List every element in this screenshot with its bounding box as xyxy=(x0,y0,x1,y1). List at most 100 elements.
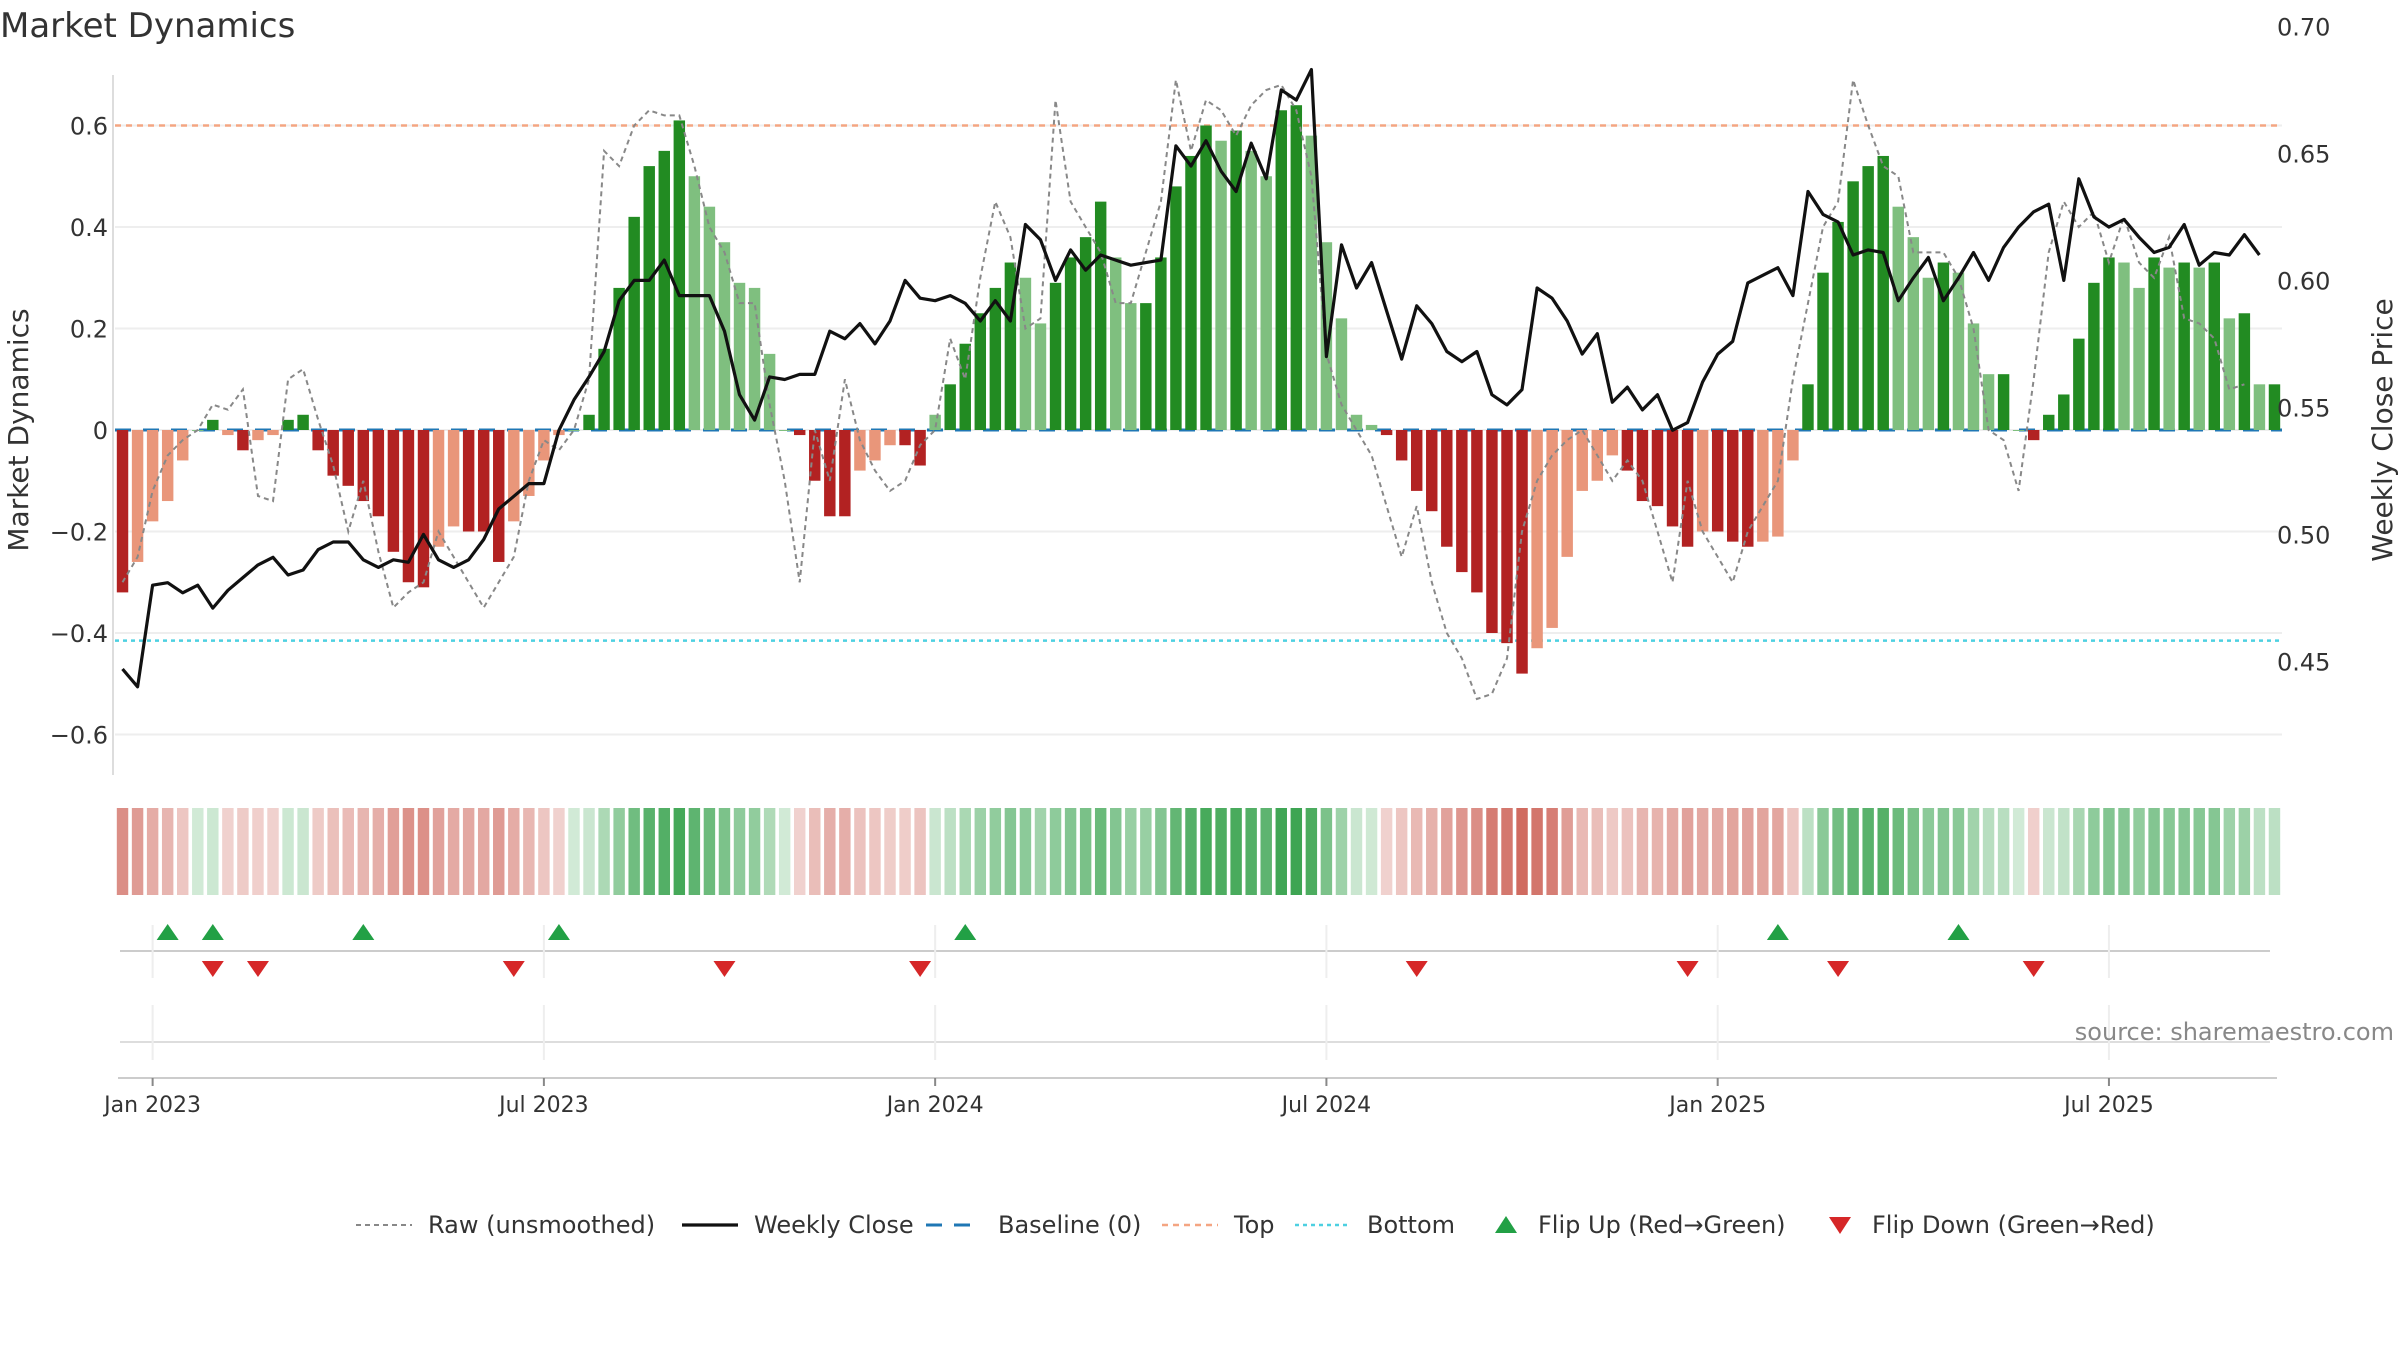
heat-cell xyxy=(116,808,129,895)
y-axis-left-label: Market Dynamics xyxy=(2,308,35,551)
dynamics-bar xyxy=(1170,186,1182,430)
flip-up-marker xyxy=(1947,924,1970,940)
dynamics-bar xyxy=(869,430,881,461)
dynamics-bar xyxy=(1410,430,1423,491)
y-right-tick-label: 0.45 xyxy=(2277,648,2330,676)
heat-cell xyxy=(1426,808,1438,895)
heat-cell xyxy=(763,808,776,895)
heat-cell xyxy=(1967,808,1980,895)
dynamics-bar xyxy=(462,430,475,532)
heat-cell xyxy=(1982,808,1995,895)
x-tick-label: Jul 2025 xyxy=(2062,1093,2154,1118)
raw-line xyxy=(121,79,2245,701)
dynamics-bar xyxy=(1727,430,1739,542)
dynamics-bar xyxy=(1456,430,1468,573)
heat-cell xyxy=(643,808,655,895)
y-left-tick-label: 0.6 xyxy=(70,113,108,141)
dynamics-bar xyxy=(267,430,279,436)
heat-cell xyxy=(1666,808,1679,895)
dynamics-bar xyxy=(1486,430,1498,633)
legend-label: Baseline (0) xyxy=(998,1211,1141,1239)
heat-cell xyxy=(2148,808,2160,895)
x-tick-label: Jul 2023 xyxy=(497,1093,589,1118)
heat-cell xyxy=(1079,808,1092,895)
heat-cell xyxy=(1380,808,1393,895)
heat-cell xyxy=(1215,808,1227,895)
dynamics-bar xyxy=(1110,257,1122,430)
dynamics-bar xyxy=(598,348,610,430)
dynamics-bar xyxy=(1290,105,1303,430)
heat-cell xyxy=(1275,808,1287,895)
y-axis-right-label: Weekly Close Price xyxy=(2366,298,2399,561)
y-left-tick-label: 0.4 xyxy=(70,214,108,242)
dynamics-bar xyxy=(237,430,249,451)
dynamics-bar xyxy=(643,166,655,430)
dynamics-bar xyxy=(2238,313,2251,430)
dynamics-bar xyxy=(2027,430,2040,441)
dynamics-bar xyxy=(1034,323,1047,430)
heat-cell xyxy=(703,808,716,895)
heat-cell xyxy=(1305,808,1318,895)
heat-cell xyxy=(2238,808,2251,895)
dynamics-bar xyxy=(1742,430,1754,547)
legend-label: Flip Down (Green→Red) xyxy=(1872,1211,2155,1239)
heat-cell xyxy=(1320,808,1333,895)
heat-cell xyxy=(222,808,234,895)
heat-cell xyxy=(733,808,746,895)
dynamics-bar xyxy=(417,430,430,588)
dynamics-bar xyxy=(583,414,595,430)
heat-cell xyxy=(1350,808,1363,895)
dynamics-bar xyxy=(1094,201,1107,430)
dynamics-bar xyxy=(959,343,971,430)
heat-cell xyxy=(2268,808,2281,895)
heat-cell xyxy=(2133,808,2145,895)
x-tick-label: Jan 2024 xyxy=(885,1093,984,1118)
dynamics-bar xyxy=(2043,414,2055,430)
dynamics-bar xyxy=(131,430,144,562)
dynamics-bar xyxy=(763,353,776,430)
dynamics-bar xyxy=(1215,140,1227,430)
heat-cell xyxy=(2223,808,2236,895)
heat-cell xyxy=(1365,808,1378,895)
heat-cell xyxy=(1742,808,1754,895)
dynamics-bar xyxy=(523,430,535,496)
heat-cell xyxy=(1335,808,1348,895)
flip-down-marker xyxy=(1405,961,1428,977)
dynamics-bar xyxy=(2208,262,2220,430)
heat-cell xyxy=(974,808,987,895)
y-left-tick-label: 0.2 xyxy=(70,316,108,344)
dynamics-bar xyxy=(613,287,625,430)
heat-cell xyxy=(1140,808,1152,895)
y-right-tick-label: 0.60 xyxy=(2277,267,2330,295)
dynamics-bar xyxy=(1967,323,1980,430)
dynamics-bar xyxy=(1531,430,1543,649)
dynamics-bar xyxy=(839,430,851,517)
legend-raw: Raw (unsmoothed) xyxy=(356,1211,655,1239)
dynamics-bar xyxy=(1275,110,1287,431)
heat-cell xyxy=(929,808,941,895)
y-right-tick-label: 0.55 xyxy=(2277,394,2330,422)
weekly-close-line xyxy=(121,68,2261,689)
x-tick-label: Jul 2024 xyxy=(1280,1093,1372,1118)
heat-cell xyxy=(342,808,354,895)
dynamics-bar xyxy=(116,430,129,593)
dynamics-bar xyxy=(733,282,746,430)
dynamics-bar xyxy=(387,430,400,552)
dynamics-bar xyxy=(1380,430,1393,436)
legend-flip-down: Flip Down (Green→Red) xyxy=(1829,1211,2155,1239)
legend-baseline: Baseline (0) xyxy=(926,1211,1141,1239)
dynamics-bar xyxy=(1922,277,1935,430)
flip-down-marker xyxy=(2022,961,2045,977)
heat-cell xyxy=(1757,808,1769,895)
heat-cell xyxy=(1200,808,1212,895)
flip-markers-panel xyxy=(120,924,2270,977)
heat-cell xyxy=(914,808,926,895)
heat-cell xyxy=(1802,808,1814,895)
flip-up-marker xyxy=(156,924,179,940)
flip-down-marker xyxy=(1676,961,1699,977)
dynamics-bar xyxy=(2148,257,2160,430)
heat-cell xyxy=(2043,808,2055,895)
heat-cell xyxy=(1576,808,1588,895)
heat-cell xyxy=(146,808,159,895)
